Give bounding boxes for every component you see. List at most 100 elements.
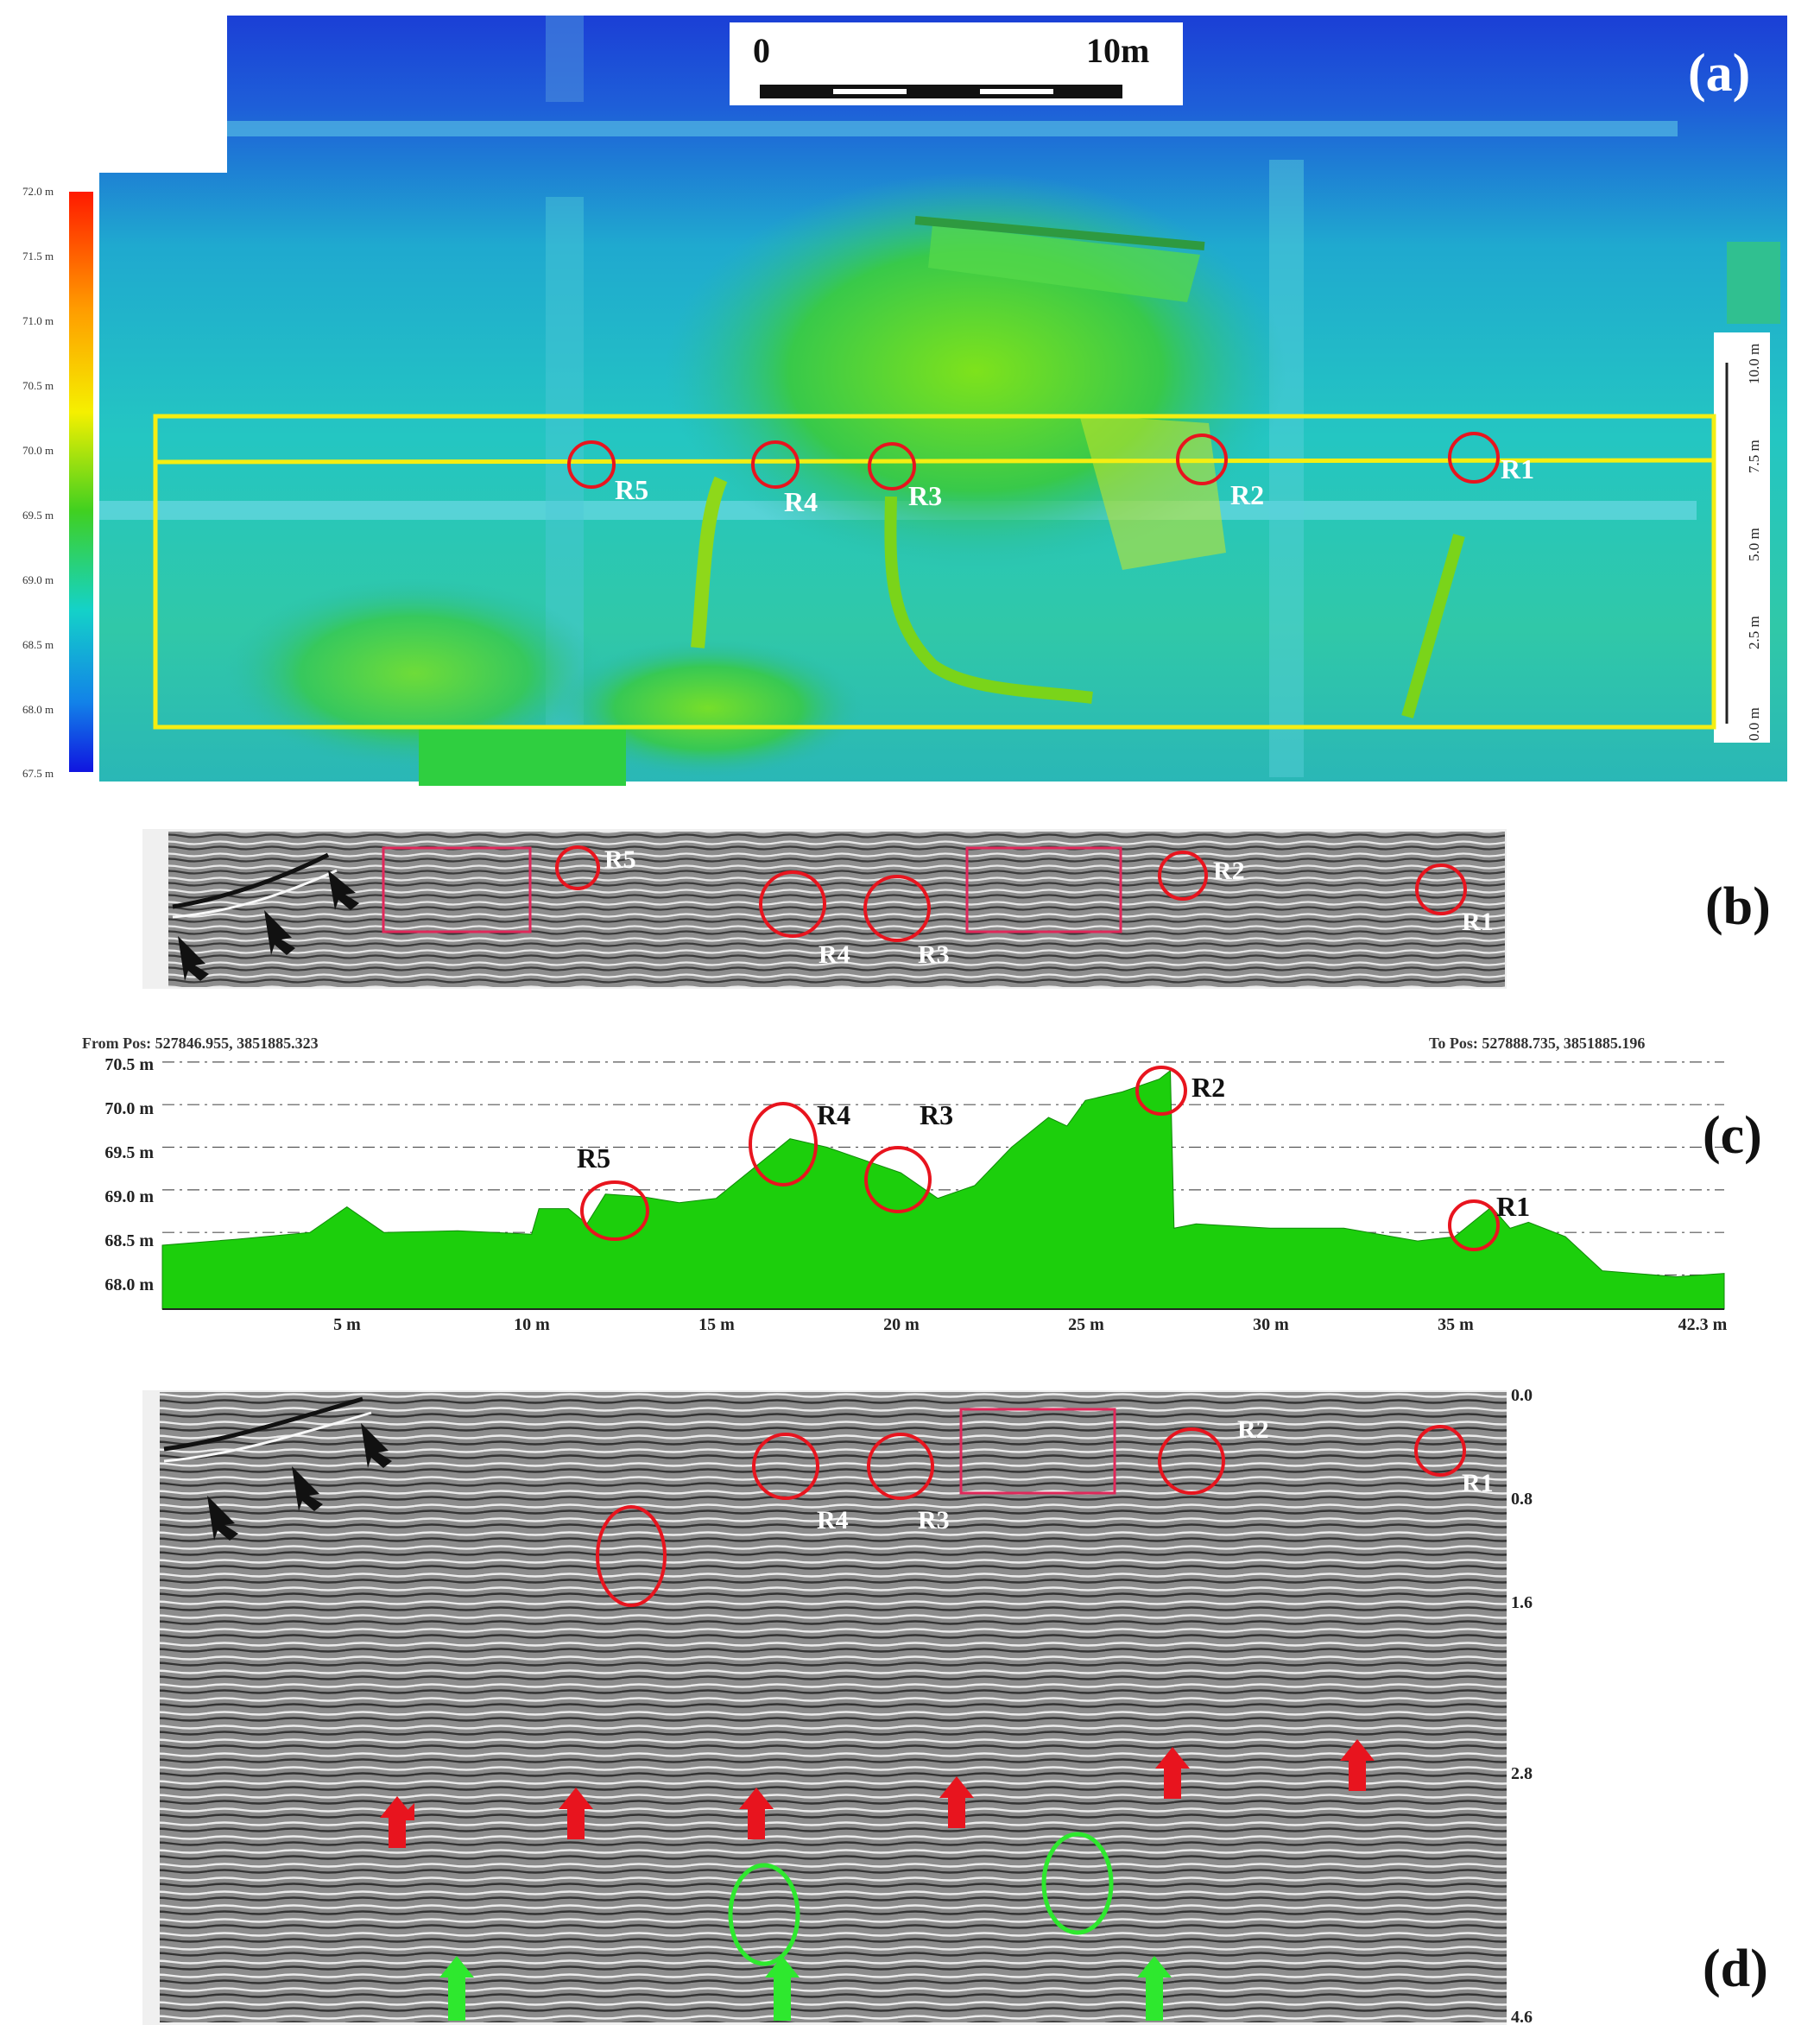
reflector-circle [1448,432,1500,484]
reflector-label-r4: R4 [817,1099,850,1130]
elevation-profile: From Pos: 527846.955, 3851885.323 To Pos… [82,1035,1728,1334]
profile-x-labels: 5 m 10 m 15 m 20 m 25 m 30 m 35 m 42.3 m [333,1315,1728,1334]
black-arrow [178,936,209,981]
reflector-labels: R5 R4 R3 R2 R1 [615,453,1534,517]
depth-tick-label: 2.8 [1511,1764,1533,1783]
black-arrows-d [207,1423,392,1541]
profile-x-tick-label: 15 m [698,1315,735,1330]
red-arrows [380,1739,1375,1848]
reflector-label-r5: R5 [615,474,648,505]
reflector-label-r4: R4 [817,1506,849,1535]
reflector-circle [751,440,800,489]
colorbar-tick-label: 71.0 m [22,314,54,327]
radargram-b-image [168,832,1505,987]
depth-tick-label: 0.8 [1511,1490,1533,1509]
panel-label-b: (b) [1705,877,1771,936]
magenta-boxes [382,846,1122,933]
hyperbola [172,852,330,909]
reflector-label-r1: R1 [1462,908,1494,936]
black-arrow [328,870,359,910]
local-scale-label: 5.0 m [1746,528,1762,561]
local-scale-label: 0.0 m [1746,707,1762,741]
profile-y-labels: 70.5 m 70.0 m 69.5 m 69.0 m 68.5 m 68.0 … [104,1055,154,1294]
reflector-label-r3: R3 [920,1099,953,1130]
hyperbola [163,1411,372,1463]
profile-x-tick-label: 42.3 m [1678,1315,1728,1330]
raised-structure [224,579,604,769]
reflector-circle [1415,864,1467,915]
local-scale-label: 10.0 m [1746,344,1762,384]
colorbar-tick-label: 70.0 m [22,444,54,457]
colorbar-tick-label: 71.5 m [22,250,54,263]
profile-y-tick-label: 70.5 m [104,1055,154,1074]
red-arrow [939,1776,974,1828]
green-arrows [439,1956,1172,2021]
green-anomaly [728,1863,800,1966]
panel-c: From Pos: 527846.955, 3851885.323 To Pos… [0,1019,1814,1334]
radargram-d-image [160,1392,1507,2022]
reflector-label-r4: R4 [784,486,818,517]
elevation-map: 72.0 m 71.5 m 71.0 m 70.5 m 70.0 m 69.5 … [19,16,1787,786]
local-scale-label: 2.5 m [1746,616,1762,649]
colorbar-tick-label: 72.0 m [22,185,54,198]
panel-a: 72.0 m 71.5 m 71.0 m 70.5 m 70.0 m 69.5 … [0,0,1814,794]
depth-tick-label: 0.0 [1511,1386,1533,1405]
depth-tick-label: 1.6 [1511,1593,1533,1612]
hyperbola [172,869,338,919]
profile-x-tick-label: 5 m [333,1315,361,1330]
colorbar-tick-label: 69.5 m [22,509,54,522]
survey-area-box [153,414,1716,730]
reflector-circle [555,845,600,890]
trench-band [546,16,584,102]
colorbar-tick-label: 68.5 m [22,638,54,651]
green-arrow [765,1956,800,2021]
reflector-circle [759,870,826,938]
reflector-labels-b: R5 R4 R3 R2 R1 [604,845,1494,969]
reflector-label-r3: R3 [908,480,942,511]
reflector-circle [863,875,931,942]
reflector-label-r4: R4 [819,940,850,969]
anomaly-box [959,1408,1116,1495]
reflector-circle [567,440,616,489]
reflector-circle [867,1433,934,1500]
panel-label-c: (c) [1703,1106,1762,1165]
raised-platform [1727,242,1780,324]
profile-x-tick-label: 35 m [1438,1315,1474,1330]
red-arrow [559,1788,593,1839]
colorbar-tick-label: 69.0 m [22,573,54,586]
reflector-circle [1448,1199,1500,1251]
scale-bar-segment [833,89,907,94]
reflector-circle [1414,1425,1466,1477]
red-arrow [739,1788,774,1839]
green-markers [728,1832,1114,1966]
wall [884,496,1093,704]
profile-to-position: To Pos: 527888.735, 3851885.196 [1429,1035,1645,1052]
reflector-circle [864,1146,932,1213]
local-scale-ticks: 10.0 m 7.5 m 5.0 m 2.5 m 0.0 m [1746,344,1762,741]
reflector-label-r2: R2 [1213,857,1245,885]
reflector-label-r1: R1 [1496,1191,1530,1222]
green-anomaly [1041,1832,1114,1935]
profile-y-tick-label: 69.5 m [104,1143,154,1162]
reflector-label-r2: R2 [1191,1072,1225,1103]
survey-line [155,458,1715,465]
profile-x-tick-label: 10 m [514,1315,550,1330]
radargram-d: 0.0 0.8 1.6 2.8 4.6 R4 R3 R2 R1 [142,1386,1533,2027]
green-arrow [439,1956,474,2021]
reflector-label-r5: R5 [577,1142,610,1174]
scale-bar [760,85,1122,98]
profile-area [161,1069,1725,1310]
scale-bar-segment [980,89,1053,94]
reflector-label-r2: R2 [1237,1415,1269,1444]
black-arrows [178,870,359,981]
reflector-circle [580,1180,649,1241]
reflector-markers-b [555,845,1467,942]
reflector-label-r1: R1 [1501,453,1534,484]
reflector-markers-c [580,1066,1500,1251]
colorbar-ticks: 72.0 m 71.5 m 71.0 m 70.5 m 70.0 m 69.5 … [22,185,54,780]
raised-platform [1079,414,1226,570]
red-arrow [380,1796,414,1848]
reflector-markers-d [596,1425,1466,1607]
reflector-markers [567,432,1500,490]
profile-x-tick-label: 25 m [1068,1315,1104,1330]
